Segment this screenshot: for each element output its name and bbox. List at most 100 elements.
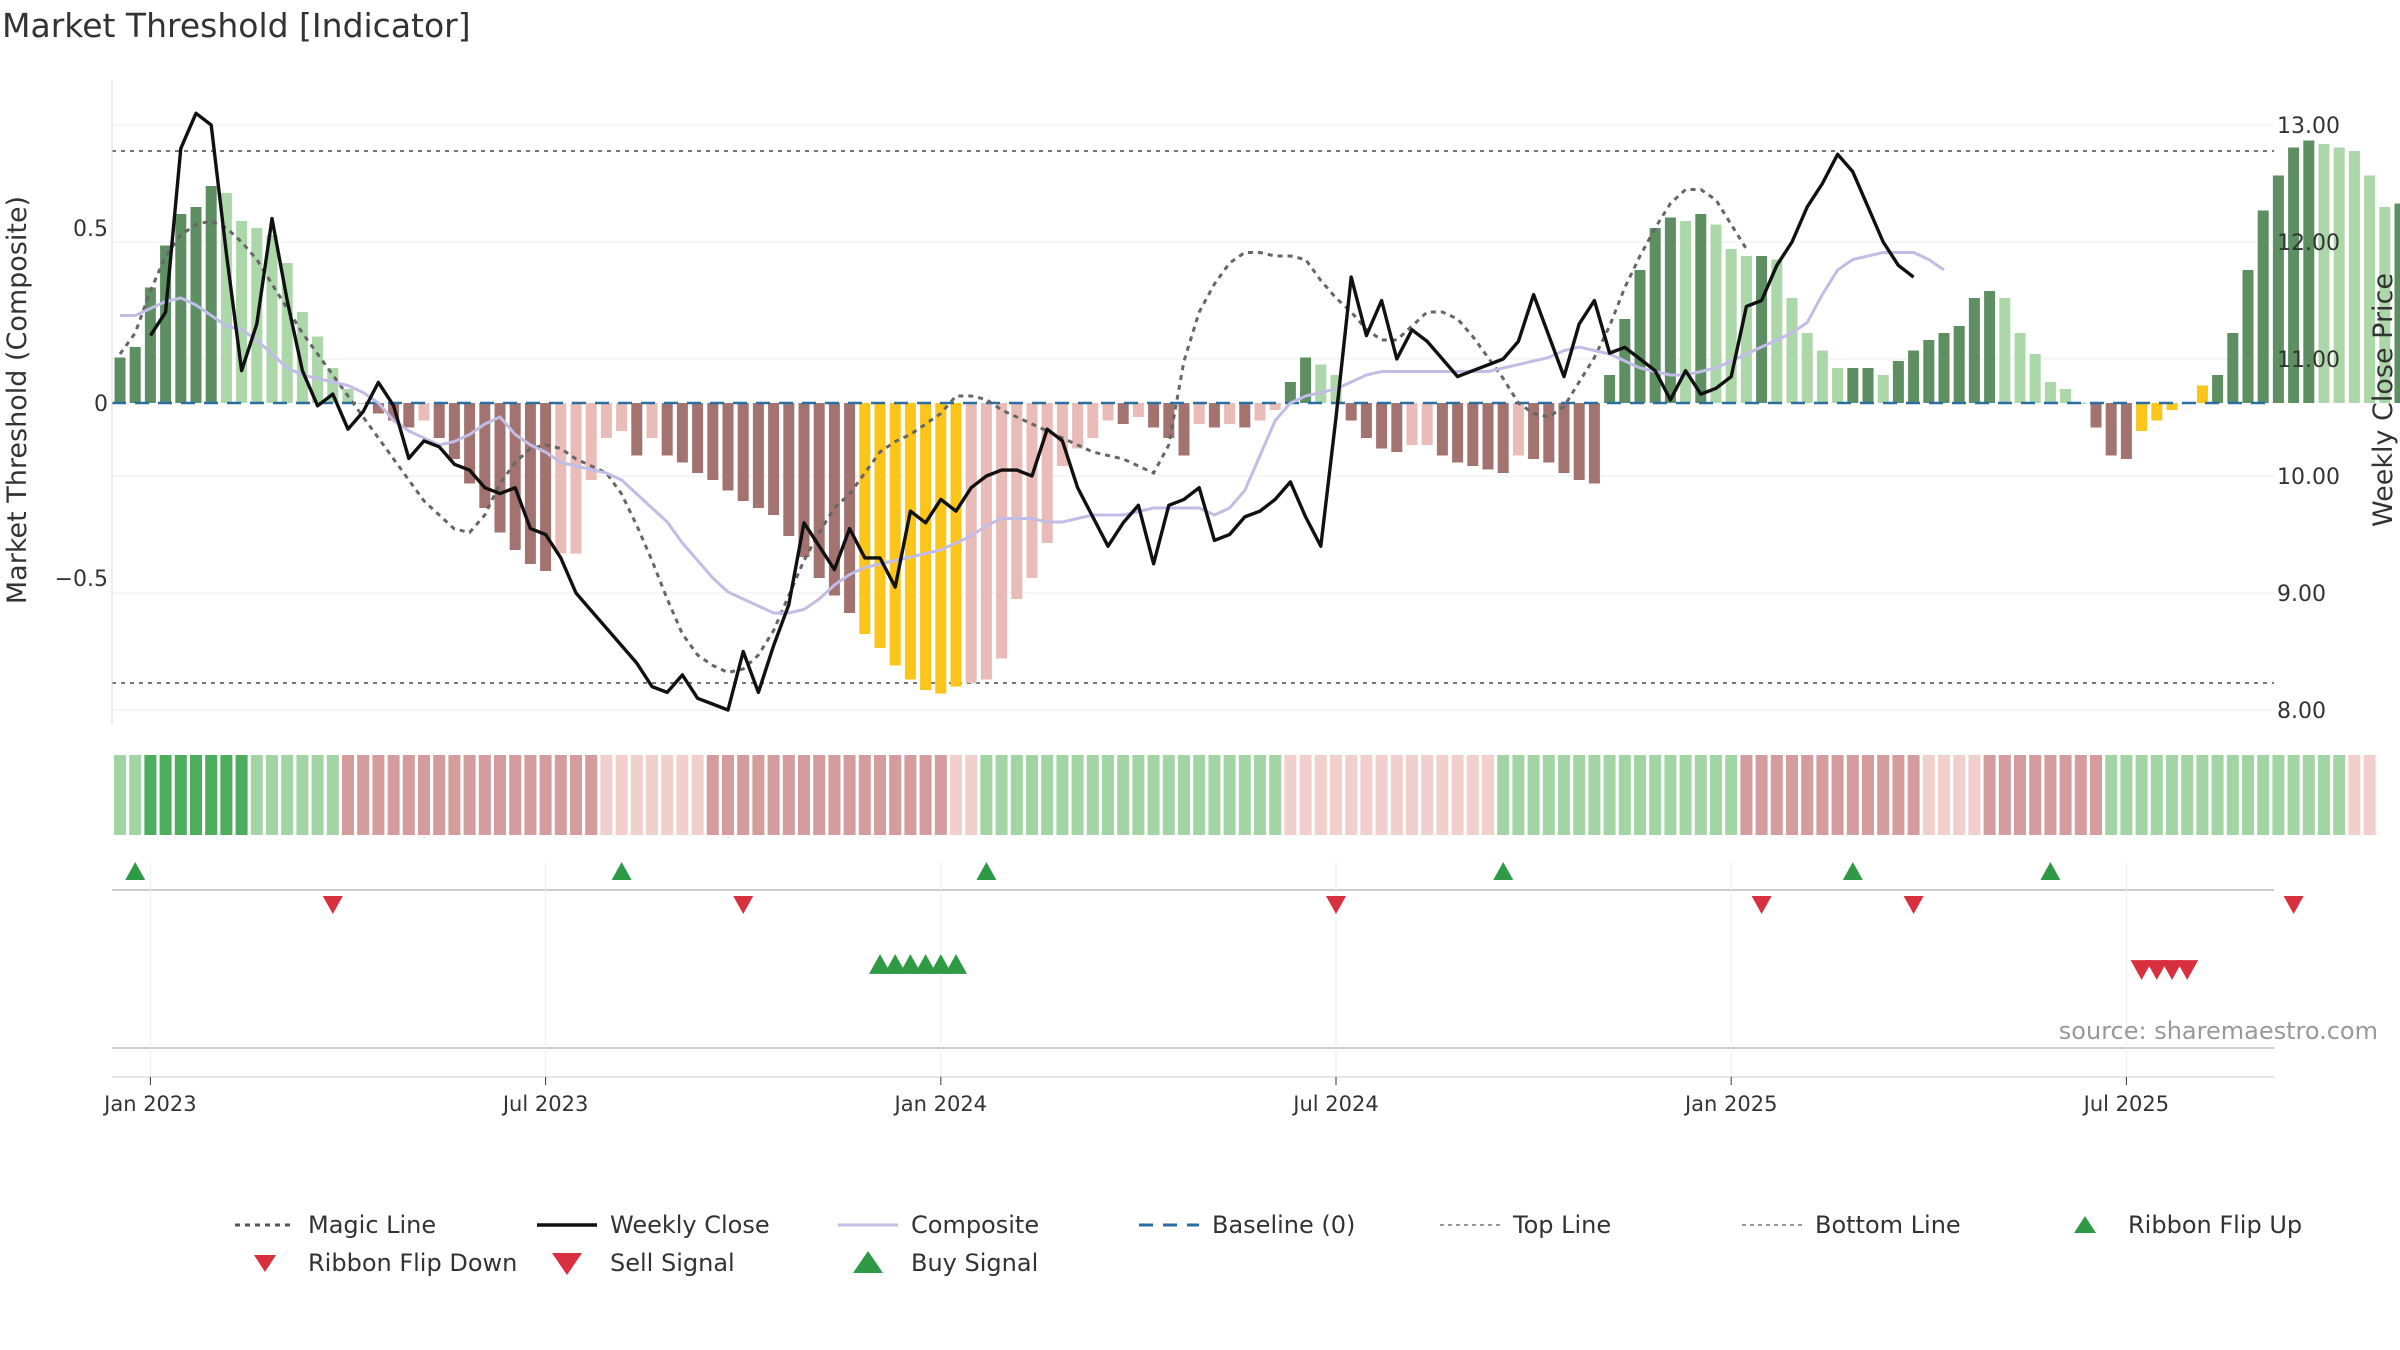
composite-bar bbox=[1543, 403, 1555, 463]
ribbon-cell bbox=[1162, 755, 1175, 835]
ribbon-cell bbox=[357, 755, 370, 835]
composite-bar bbox=[707, 403, 719, 480]
chart-title: Market Threshold [Indicator] bbox=[2, 6, 471, 45]
ribbon-flip-down-marker bbox=[1751, 896, 1772, 914]
ribbon-cell bbox=[1755, 755, 1768, 835]
composite-bar bbox=[160, 245, 172, 403]
legend-label: Ribbon Flip Down bbox=[308, 1249, 517, 1277]
composite-bar bbox=[205, 186, 217, 403]
y-tick-label: −0.5 bbox=[55, 567, 108, 592]
composite-bar bbox=[2120, 403, 2132, 459]
composite-bar bbox=[448, 403, 460, 459]
composite-bar bbox=[692, 403, 704, 473]
composite-bar bbox=[844, 403, 856, 613]
ribbon-cell bbox=[980, 755, 993, 835]
ribbon-cell bbox=[1451, 755, 1464, 835]
composite-bar bbox=[1041, 403, 1053, 543]
composite-bar bbox=[403, 403, 415, 428]
ribbon-cell bbox=[722, 755, 734, 835]
ribbon-cell bbox=[752, 755, 765, 835]
ribbon-cell bbox=[1497, 755, 1510, 835]
composite-bar bbox=[494, 403, 506, 533]
ribbon-flip-down-marker bbox=[1326, 896, 1346, 914]
sell-signal-marker bbox=[2145, 960, 2168, 980]
ribbon-flip-down-marker bbox=[322, 896, 343, 914]
ribbon-cell bbox=[706, 755, 719, 835]
composite-bar bbox=[1026, 403, 1038, 578]
composite-bar bbox=[1740, 256, 1752, 403]
ribbon-cell bbox=[1998, 755, 2011, 835]
legend-swatch-flip-down bbox=[254, 1255, 276, 1272]
y2-tick-label: 13.00 bbox=[2277, 114, 2340, 139]
composite-bar bbox=[1056, 403, 1068, 466]
ribbon-cell bbox=[129, 755, 142, 835]
ribbon-cell bbox=[2029, 755, 2042, 835]
date-axis: Jan 2023 Jul 2023 Jan 2024 Jul 2024 Jan 2025… bbox=[102, 1076, 2274, 1116]
ribbon-cell bbox=[1086, 755, 1099, 835]
ribbon-cell bbox=[1436, 755, 1449, 835]
legend-label: Sell Signal bbox=[610, 1249, 735, 1277]
ribbon-cell bbox=[2318, 755, 2330, 835]
ribbon-cell bbox=[1679, 755, 1692, 835]
sell-signal-marker bbox=[2130, 960, 2153, 980]
composite-bar bbox=[1360, 403, 1372, 438]
composite-bar bbox=[479, 403, 491, 508]
ribbon-strip bbox=[114, 755, 2376, 835]
legend-label: Baseline (0) bbox=[1212, 1211, 1355, 1239]
composite-bar bbox=[676, 403, 688, 463]
ribbon-cell bbox=[326, 755, 339, 835]
ribbon-cell bbox=[1862, 755, 1874, 835]
composite-bar bbox=[1482, 403, 1494, 470]
composite-bar bbox=[175, 214, 187, 403]
ribbon-cell bbox=[934, 755, 947, 835]
date-tick-label: Jan 2023 bbox=[102, 1092, 197, 1116]
composite-bar bbox=[768, 403, 780, 515]
ribbon-cell bbox=[1223, 755, 1236, 835]
axes: 0.5 0 −0.5 13.00 12.00 11.00 10.00 9.00 8.00 bbox=[55, 80, 2340, 725]
composite-bar bbox=[2166, 403, 2178, 410]
composite-bar bbox=[418, 403, 430, 421]
composite-bar bbox=[859, 403, 871, 634]
composite-bar bbox=[1999, 298, 2011, 403]
ribbon-flip-up-marker bbox=[1493, 862, 1514, 880]
composite-line bbox=[120, 251, 1945, 615]
composite-bar bbox=[464, 403, 476, 484]
composite-bar bbox=[2136, 403, 2148, 431]
composite-bar bbox=[1801, 333, 1813, 403]
y2-tick-label: 8.00 bbox=[2277, 699, 2326, 724]
composite-bar bbox=[1193, 403, 1205, 424]
composite-bar bbox=[1710, 224, 1722, 403]
composite-bar bbox=[2364, 175, 2376, 403]
composite-bar bbox=[1102, 403, 1114, 421]
composite-bar bbox=[1011, 403, 1023, 599]
composite-bar bbox=[2318, 144, 2330, 403]
ribbon-cell bbox=[1846, 755, 1859, 835]
legend-swatch-flip-up bbox=[2074, 1216, 2096, 1233]
ribbon-cell bbox=[2348, 755, 2361, 835]
composite-bar bbox=[585, 403, 597, 480]
ribbon-cell bbox=[554, 755, 567, 835]
ribbon-cell bbox=[205, 755, 218, 835]
composite-bar bbox=[1421, 403, 1433, 445]
ribbon-cell bbox=[296, 755, 309, 835]
ribbon-cell bbox=[2181, 755, 2194, 835]
composite-bar bbox=[540, 403, 552, 571]
composite-bar bbox=[661, 403, 673, 456]
composite-bar bbox=[1163, 403, 1175, 438]
composite-bar bbox=[1376, 403, 1388, 449]
ribbon-cell bbox=[2044, 755, 2057, 835]
ribbon-cell bbox=[2014, 755, 2026, 835]
composite-bar bbox=[296, 312, 308, 403]
ribbon-cell bbox=[676, 755, 689, 835]
legend-label: Ribbon Flip Up bbox=[2128, 1211, 2302, 1239]
composite-bar bbox=[889, 403, 901, 666]
composite-bar bbox=[646, 403, 658, 438]
ribbon-cell bbox=[387, 755, 400, 835]
ribbon-cell bbox=[1786, 755, 1798, 835]
ribbon-flip-down-marker bbox=[2283, 896, 2304, 914]
y2-axis-label: Weekly Close Price bbox=[2368, 273, 2399, 527]
composite-bar bbox=[1224, 403, 1236, 424]
composite-bar bbox=[114, 357, 126, 403]
composite-bars bbox=[114, 140, 2400, 694]
composite-bar bbox=[2014, 333, 2026, 403]
